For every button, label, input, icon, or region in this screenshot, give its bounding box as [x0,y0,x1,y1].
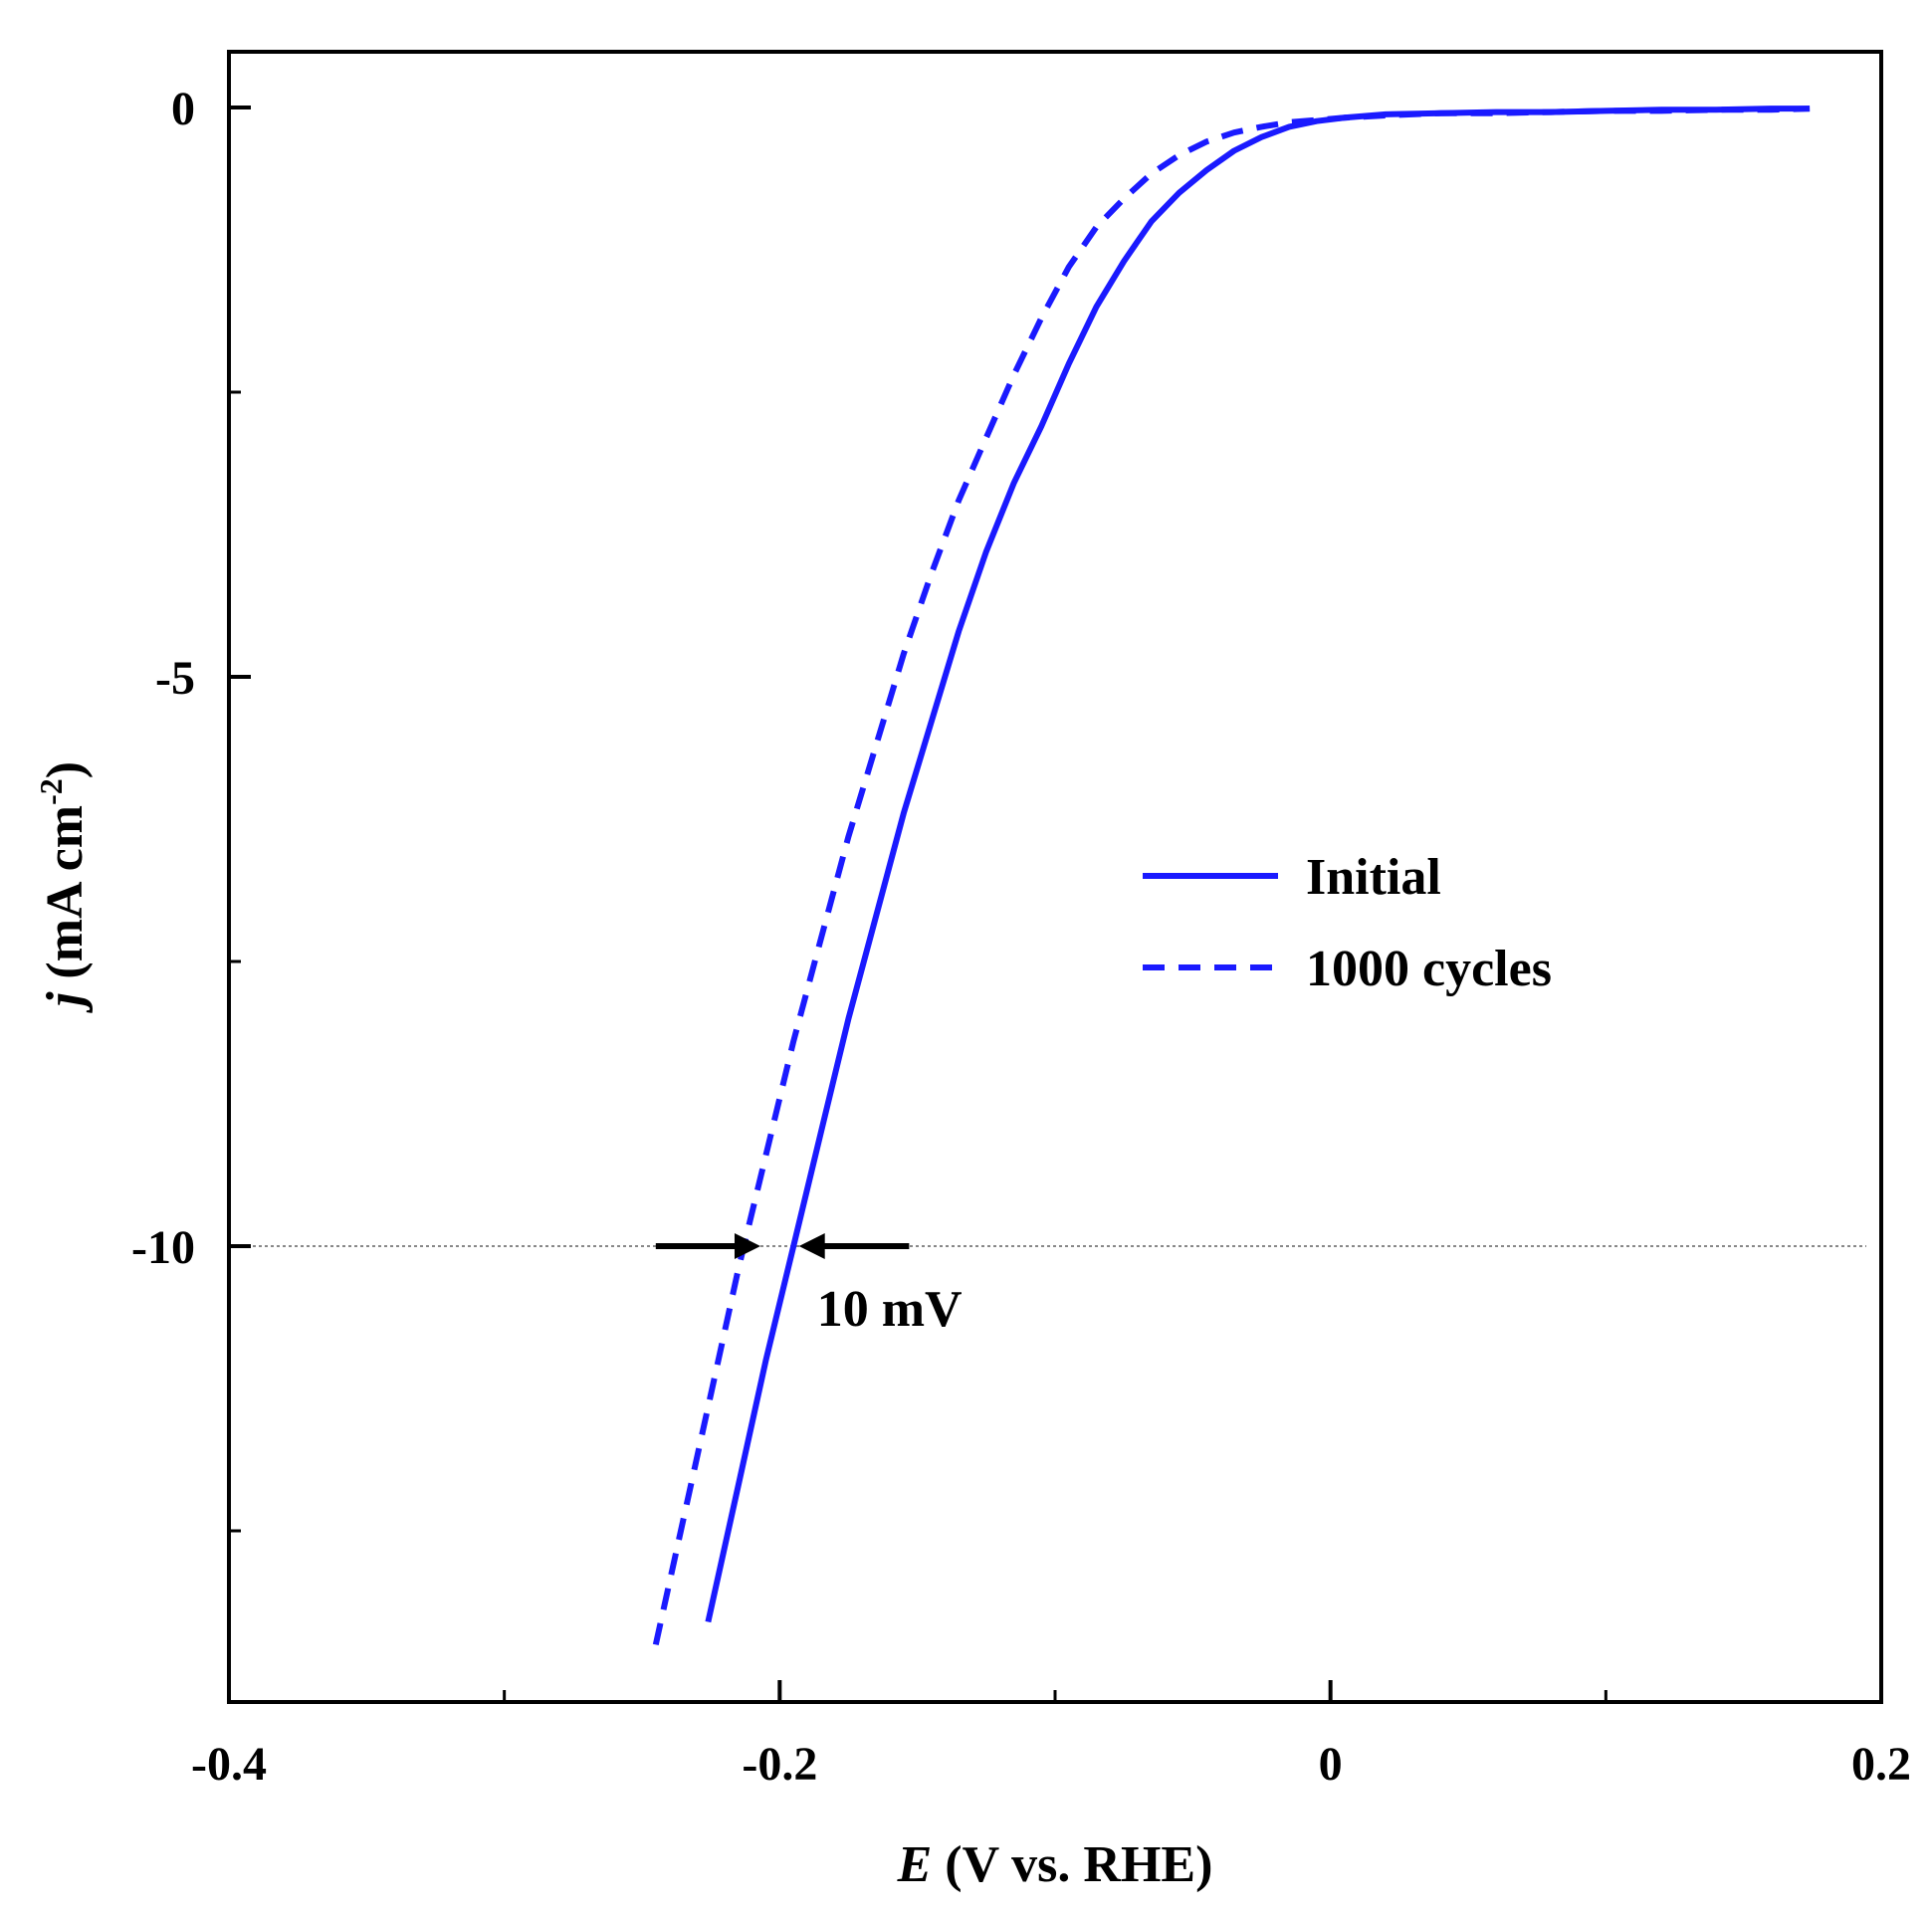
x-axis-ticks: -0.4 -0.2 0 0.2 [191,1680,1911,1791]
y-axis-title-sup: -2 [33,778,69,805]
x-axis-title-rest: (V vs. RHE) [932,1836,1212,1893]
x-tick-label: 0 [1319,1738,1343,1791]
legend-entry-initial: Initial [1143,849,1441,906]
plot-frame [227,50,1883,1704]
series-1000-cycles-line [652,106,1811,1646]
y-tick-label: 0 [171,83,195,135]
x-axis-title-var: E [897,1836,933,1893]
series-layer [652,106,1811,1646]
y-axis-title: j (mA cm-2) [33,761,94,1013]
legend: Initial 1000 cycles [1143,849,1552,997]
y-axis-ticks: 0 -5 -10 [131,83,251,1533]
y-axis-title-close: ) [37,761,94,778]
x-tick-label: -0.4 [191,1738,267,1791]
y-tick-label: -10 [131,1221,195,1274]
legend-label-1000-cycles: 1000 cycles [1306,941,1552,997]
annotation-layer: 10 mV [655,1233,963,1338]
legend-entry-1000-cycles: 1000 cycles [1143,941,1552,997]
series-initial-line [705,106,1811,1623]
y-axis-title-rest: (mA cm [37,805,94,992]
x-tick-label: -0.2 [742,1738,817,1791]
annotation-label: 10 mV [817,1281,963,1338]
legend-label-initial: Initial [1306,849,1441,906]
y-tick-label: -5 [155,652,195,705]
annotation-arrowhead-left [734,1233,760,1259]
x-axis-title: E (V vs. RHE) [897,1836,1213,1893]
y-axis-title-var: j [37,991,94,1013]
x-tick-label: 0.2 [1851,1738,1911,1791]
annotation-arrowhead-right [798,1233,825,1259]
